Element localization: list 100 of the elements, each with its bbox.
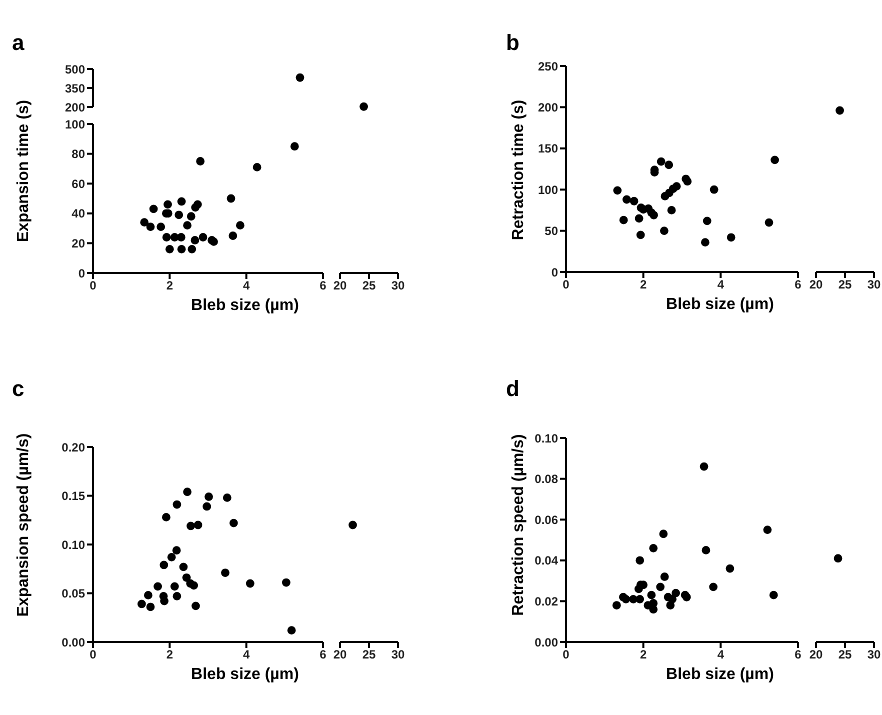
- x-axis-title: Bleb size (µm): [190, 297, 300, 315]
- y-tick-label: 0.08: [534, 472, 558, 486]
- y-tick-label: 80: [72, 147, 86, 162]
- point: [636, 556, 644, 565]
- x-tick-label: 25: [362, 648, 376, 662]
- x-tick-label: 0: [90, 278, 97, 293]
- point: [165, 244, 174, 254]
- x-tick-label: 6: [794, 648, 802, 662]
- x-tick-label: 30: [391, 648, 405, 662]
- x-tick-label: 6: [794, 278, 802, 292]
- x-tick-label: 2: [166, 278, 174, 293]
- point: [193, 200, 202, 209]
- point: [174, 210, 184, 220]
- y-tick-label: 100: [538, 182, 558, 197]
- y-tick-label: 0.10: [62, 538, 86, 552]
- chart-title: c: [12, 376, 24, 402]
- y-tick-label: 100: [64, 117, 86, 132]
- point: [612, 601, 621, 610]
- point: [190, 236, 200, 244]
- point: [649, 544, 658, 552]
- x-tick-label: 25: [838, 278, 852, 292]
- y-axis-title: Retraction speed (µm/s): [510, 433, 528, 618]
- point: [636, 230, 645, 240]
- point: [710, 185, 718, 194]
- point: [656, 582, 665, 592]
- point: [659, 530, 668, 538]
- point: [192, 602, 200, 610]
- x-tick-label: 0: [90, 648, 97, 662]
- x-tick-label: 2: [640, 648, 647, 662]
- point: [660, 226, 668, 235]
- y-axis-title: Expansion speed (µm/s): [15, 432, 33, 619]
- point: [170, 582, 179, 591]
- y-tick-label: 200: [64, 100, 86, 114]
- y-tick-label: 40: [72, 206, 86, 221]
- x-tick-label: 30: [867, 648, 881, 662]
- x-axis-title: Bleb size (µm): [665, 666, 775, 684]
- x-tick-label: 2: [166, 648, 174, 662]
- point: [770, 156, 779, 164]
- point: [660, 572, 669, 581]
- x-axis-title: Bleb size (µm): [190, 666, 300, 684]
- y-tick-label: 0: [78, 266, 86, 280]
- point: [236, 221, 244, 230]
- point: [672, 182, 681, 191]
- x-tick-label: 0: [562, 648, 570, 662]
- y-tick-label: 50: [544, 224, 558, 238]
- point: [769, 590, 778, 600]
- point: [179, 562, 188, 572]
- y-tick-label: 0.15: [62, 489, 86, 504]
- point: [177, 244, 186, 254]
- x-tick-label: 30: [867, 278, 881, 292]
- point: [287, 626, 296, 634]
- chart-title: d: [506, 376, 520, 402]
- point: [176, 233, 186, 242]
- y-axis-title: Expansion time (s): [15, 100, 32, 242]
- x-tick-label: 4: [717, 648, 724, 662]
- point: [726, 233, 736, 242]
- point: [140, 218, 149, 227]
- point: [672, 588, 680, 598]
- point: [636, 594, 644, 604]
- point: [709, 582, 718, 592]
- x-tick-label: 4: [242, 648, 250, 662]
- y-tick-label: 0: [551, 265, 558, 280]
- y-tick-label: 500: [64, 62, 86, 76]
- point: [177, 197, 186, 206]
- point: [613, 186, 622, 195]
- point: [164, 200, 172, 209]
- point: [226, 194, 236, 203]
- point: [702, 216, 712, 226]
- point: [701, 238, 710, 247]
- y-tick-label: 150: [538, 142, 558, 156]
- point: [182, 573, 191, 582]
- y-tick-label: 200: [538, 100, 558, 114]
- point: [221, 568, 230, 577]
- point: [647, 590, 656, 600]
- y-tick-label: 0.20: [62, 440, 86, 454]
- y-tick-label: 0.02: [534, 594, 558, 608]
- y-tick-label: 350: [64, 81, 86, 96]
- x-tick-label: 20: [809, 278, 823, 292]
- x-tick-label: 2: [640, 278, 647, 292]
- x-tick-label: 6: [320, 648, 327, 662]
- point: [172, 500, 182, 509]
- point: [229, 518, 238, 528]
- point: [282, 578, 290, 587]
- point: [683, 177, 692, 186]
- chart-title: a: [12, 30, 24, 56]
- point: [172, 546, 181, 555]
- chart-title: b: [506, 30, 520, 56]
- point: [137, 600, 146, 608]
- point: [702, 546, 710, 554]
- point: [667, 206, 676, 214]
- point: [188, 244, 196, 254]
- point: [763, 526, 772, 534]
- x-tick-label: 30: [391, 278, 405, 293]
- x-tick-label: 25: [838, 648, 852, 662]
- point: [183, 488, 192, 496]
- point: [634, 214, 644, 223]
- x-tick-label: 20: [333, 278, 347, 293]
- x-tick-label: 6: [320, 278, 327, 293]
- point: [156, 222, 166, 232]
- point: [190, 581, 198, 590]
